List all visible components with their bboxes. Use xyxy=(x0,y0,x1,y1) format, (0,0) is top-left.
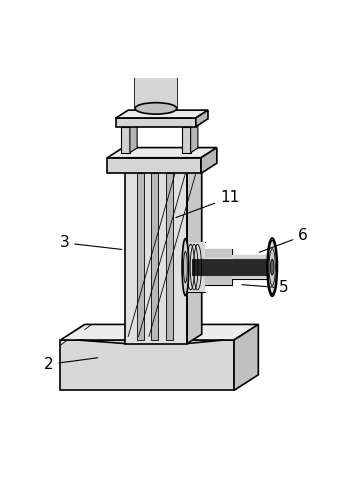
Polygon shape xyxy=(116,118,196,127)
Text: 6: 6 xyxy=(259,228,308,253)
Polygon shape xyxy=(187,324,248,344)
Polygon shape xyxy=(187,242,204,292)
Bar xyxy=(135,67,177,109)
Ellipse shape xyxy=(268,240,276,294)
Polygon shape xyxy=(196,110,208,127)
Polygon shape xyxy=(234,324,258,390)
Polygon shape xyxy=(121,127,130,153)
Polygon shape xyxy=(107,158,201,174)
Text: 5: 5 xyxy=(242,281,289,295)
Polygon shape xyxy=(130,122,137,153)
Ellipse shape xyxy=(183,252,187,283)
Polygon shape xyxy=(187,160,202,344)
Ellipse shape xyxy=(135,103,177,114)
Polygon shape xyxy=(125,170,187,344)
Polygon shape xyxy=(193,260,269,275)
Polygon shape xyxy=(107,147,217,158)
Polygon shape xyxy=(191,122,198,153)
Polygon shape xyxy=(78,330,238,340)
Polygon shape xyxy=(78,340,224,344)
Text: 11: 11 xyxy=(176,190,239,218)
Polygon shape xyxy=(61,324,258,340)
Ellipse shape xyxy=(271,259,274,275)
Ellipse shape xyxy=(269,248,275,286)
Polygon shape xyxy=(151,174,158,340)
Polygon shape xyxy=(204,249,232,285)
Polygon shape xyxy=(125,160,202,170)
Ellipse shape xyxy=(182,238,189,296)
Ellipse shape xyxy=(135,61,177,72)
Polygon shape xyxy=(116,110,208,118)
Polygon shape xyxy=(61,340,234,390)
Polygon shape xyxy=(137,174,145,340)
Text: 3: 3 xyxy=(60,235,122,250)
Polygon shape xyxy=(201,147,217,174)
Polygon shape xyxy=(166,174,173,340)
Text: 2: 2 xyxy=(44,357,98,372)
Polygon shape xyxy=(182,127,191,153)
Polygon shape xyxy=(232,255,269,279)
